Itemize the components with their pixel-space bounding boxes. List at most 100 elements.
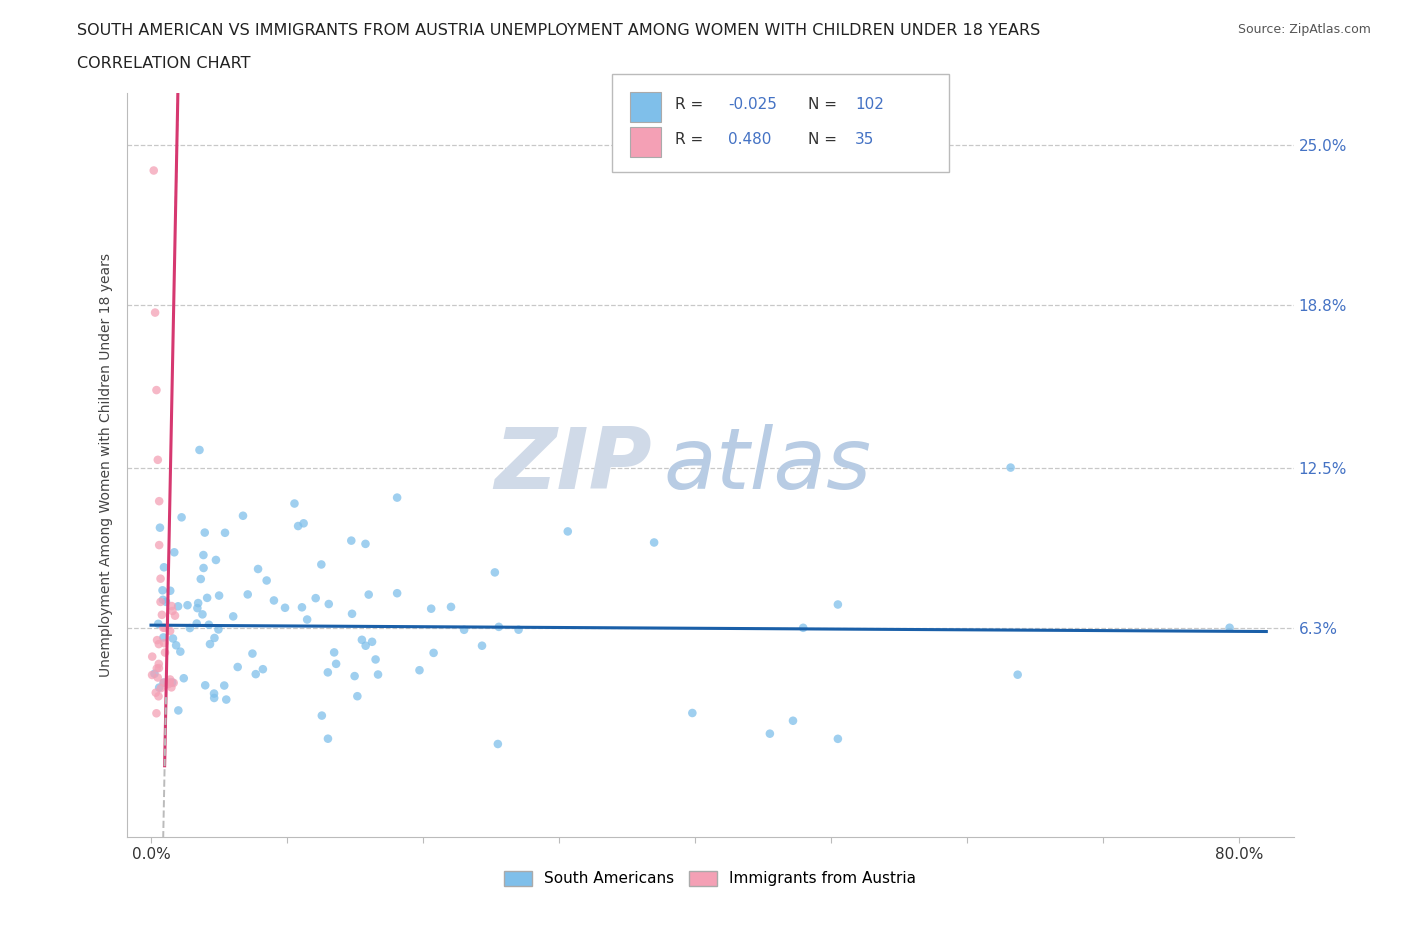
Point — [343, 669, 366, 684]
Text: CORRELATION CHART: CORRELATION CHART — [77, 56, 250, 71]
Point — [148, 637, 170, 652]
Point — [163, 545, 186, 560]
Point — [681, 706, 703, 721]
Point — [291, 600, 314, 615]
Point — [163, 608, 186, 623]
Point — [193, 548, 215, 563]
Point — [170, 510, 193, 525]
Point — [173, 671, 195, 685]
Point — [163, 675, 186, 690]
Point — [215, 692, 238, 707]
Point — [247, 562, 270, 577]
Point — [145, 382, 167, 397]
Point — [827, 597, 849, 612]
Point — [1219, 620, 1241, 635]
Point — [236, 587, 259, 602]
Point — [1000, 460, 1022, 475]
Point — [295, 612, 318, 627]
Point — [160, 675, 183, 690]
Point — [508, 622, 530, 637]
Point — [159, 583, 181, 598]
Point — [146, 661, 169, 676]
Point — [484, 565, 506, 579]
Point — [194, 525, 217, 540]
Point — [152, 620, 174, 635]
Point — [207, 622, 229, 637]
Point — [162, 604, 184, 618]
Point — [208, 588, 231, 603]
Point — [256, 573, 278, 588]
Point — [141, 668, 163, 683]
Point — [212, 678, 235, 693]
Point — [226, 659, 249, 674]
Point — [153, 636, 176, 651]
Point — [149, 571, 172, 586]
Point — [245, 667, 267, 682]
Text: SOUTH AMERICAN VS IMMIGRANTS FROM AUSTRIA UNEMPLOYMENT AMONG WOMEN WITH CHILDREN: SOUTH AMERICAN VS IMMIGRANTS FROM AUSTRI… — [77, 23, 1040, 38]
Point — [160, 680, 183, 695]
Y-axis label: Unemployment Among Women with Children Under 18 years: Unemployment Among Women with Children U… — [100, 253, 114, 677]
Point — [557, 524, 579, 538]
Point — [316, 665, 339, 680]
Point — [325, 657, 347, 671]
Point — [148, 538, 170, 552]
Text: 0.480: 0.480 — [728, 132, 772, 147]
Point — [190, 572, 212, 587]
Point — [146, 670, 169, 684]
Point — [165, 638, 187, 653]
Point — [169, 644, 191, 659]
Point — [232, 509, 254, 524]
Point — [148, 680, 170, 695]
Point — [385, 586, 408, 601]
Point — [149, 520, 172, 535]
Point — [157, 677, 180, 692]
Point — [364, 652, 387, 667]
Text: N =: N = — [808, 97, 842, 112]
Point — [252, 662, 274, 677]
Point — [311, 557, 333, 572]
Point — [488, 619, 510, 634]
Point — [792, 620, 814, 635]
Text: R =: R = — [675, 97, 709, 112]
Point — [188, 443, 211, 458]
Point — [357, 587, 380, 602]
Point — [152, 583, 174, 598]
Point — [292, 516, 315, 531]
Point — [422, 645, 444, 660]
Point — [202, 691, 225, 706]
Point — [453, 622, 475, 637]
Point — [152, 630, 174, 644]
Text: 102: 102 — [855, 97, 884, 112]
Text: R =: R = — [675, 132, 709, 147]
Point — [142, 163, 165, 178]
Point — [204, 631, 226, 645]
Point — [263, 593, 285, 608]
Point — [340, 606, 363, 621]
Point — [305, 591, 328, 605]
Point — [148, 617, 170, 631]
Point — [1007, 667, 1029, 682]
Point — [316, 731, 339, 746]
Point — [205, 552, 228, 567]
Text: N =: N = — [808, 132, 842, 147]
Point — [195, 591, 218, 605]
Point — [152, 592, 174, 607]
Point — [143, 305, 166, 320]
Point — [198, 618, 221, 632]
Point — [311, 708, 333, 723]
Point — [283, 496, 305, 511]
Point — [153, 620, 176, 635]
Point — [153, 675, 176, 690]
Point — [361, 634, 384, 649]
Point — [287, 519, 309, 534]
Point — [143, 666, 166, 681]
Point — [146, 632, 169, 647]
Point — [486, 737, 509, 751]
Point — [318, 596, 340, 611]
Point — [408, 663, 430, 678]
Point — [471, 638, 494, 653]
Point — [159, 675, 181, 690]
Text: 35: 35 — [855, 132, 875, 147]
Text: atlas: atlas — [664, 423, 872, 507]
Point — [148, 660, 170, 675]
